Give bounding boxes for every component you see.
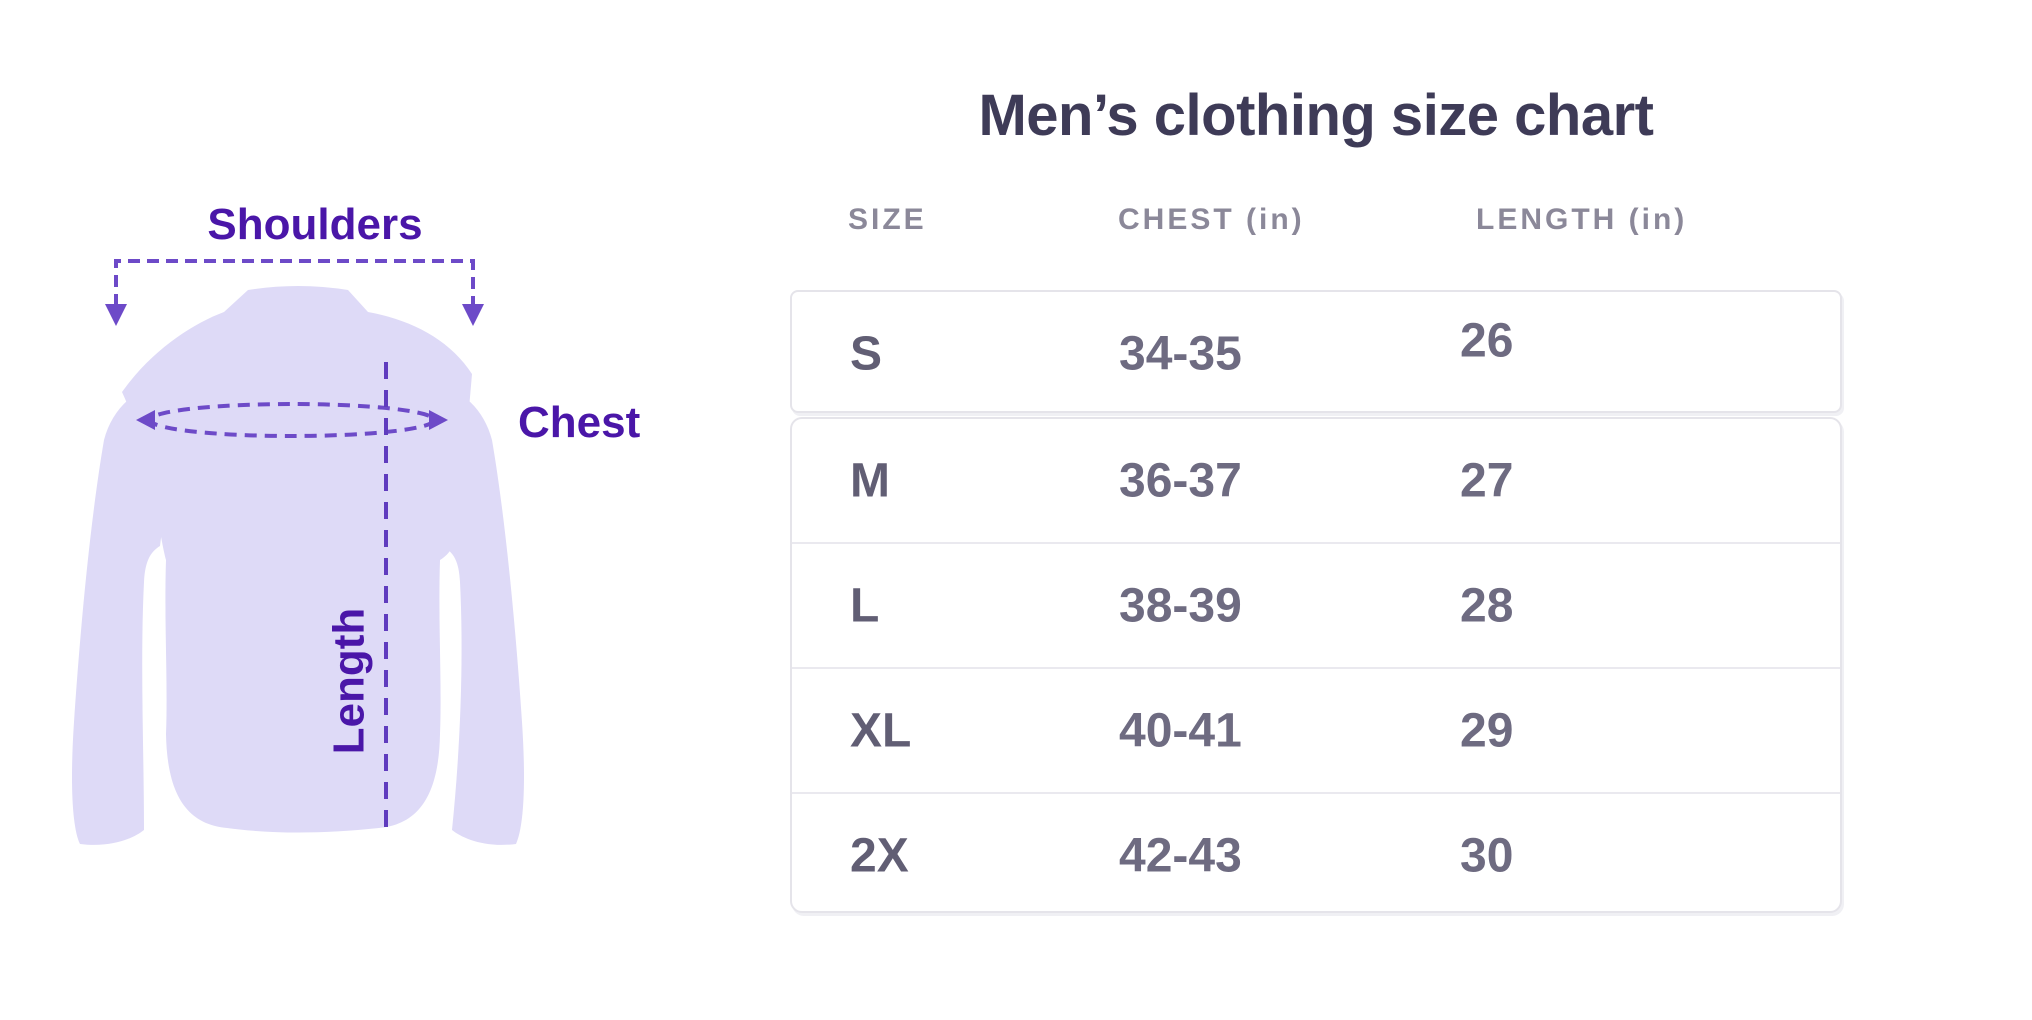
- size-cell: L: [850, 579, 880, 632]
- chest-cell: 38-39: [1119, 579, 1242, 632]
- length-cell: 30: [1460, 829, 1514, 882]
- shirt-silhouette: [72, 286, 524, 845]
- size-table-row-group-s: S 34-35 26: [790, 290, 1842, 413]
- length-cell: 26: [1460, 314, 1514, 367]
- chest-cell: 36-37: [1119, 454, 1242, 507]
- table-row: 2X 42-43 30: [792, 792, 1840, 917]
- column-header-size: SIZE: [848, 203, 927, 236]
- length-label: Length: [324, 607, 374, 755]
- size-cell: S: [850, 327, 883, 380]
- shirt-diagram-graphic: [72, 259, 524, 845]
- shoulders-measure-arrow: [105, 259, 484, 326]
- length-cell: 27: [1460, 454, 1514, 507]
- page-title: Men’s clothing size chart: [978, 83, 1654, 148]
- shoulders-label: Shoulders: [207, 200, 423, 249]
- column-header-chest: CHEST (in): [1118, 203, 1305, 236]
- chest-cell: 34-35: [1119, 327, 1242, 380]
- chest-cell: 42-43: [1119, 829, 1242, 882]
- size-cell: 2X: [850, 829, 909, 882]
- size-cell: XL: [850, 704, 912, 757]
- chest-label: Chest: [518, 398, 641, 447]
- length-cell: 29: [1460, 704, 1514, 757]
- size-cell: M: [850, 454, 890, 507]
- table-row: XL 40-41 29: [792, 667, 1840, 792]
- chest-cell: 40-41: [1119, 704, 1242, 757]
- size-table-row-group-m-2x: M 36-37 27 L 38-39 28 XL 40-41 29 2X 42-…: [790, 417, 1842, 913]
- table-row: S 34-35 26: [792, 292, 1840, 415]
- table-row: M 36-37 27: [792, 419, 1840, 542]
- shirt-torso: [122, 286, 472, 833]
- column-header-length: LENGTH (in): [1476, 203, 1688, 236]
- shirt-measurement-diagram: Shoulders Chest Length: [0, 0, 720, 1020]
- chest-measure-ellipse: [136, 402, 448, 438]
- table-row: L 38-39 28: [792, 542, 1840, 667]
- length-cell: 28: [1460, 579, 1514, 632]
